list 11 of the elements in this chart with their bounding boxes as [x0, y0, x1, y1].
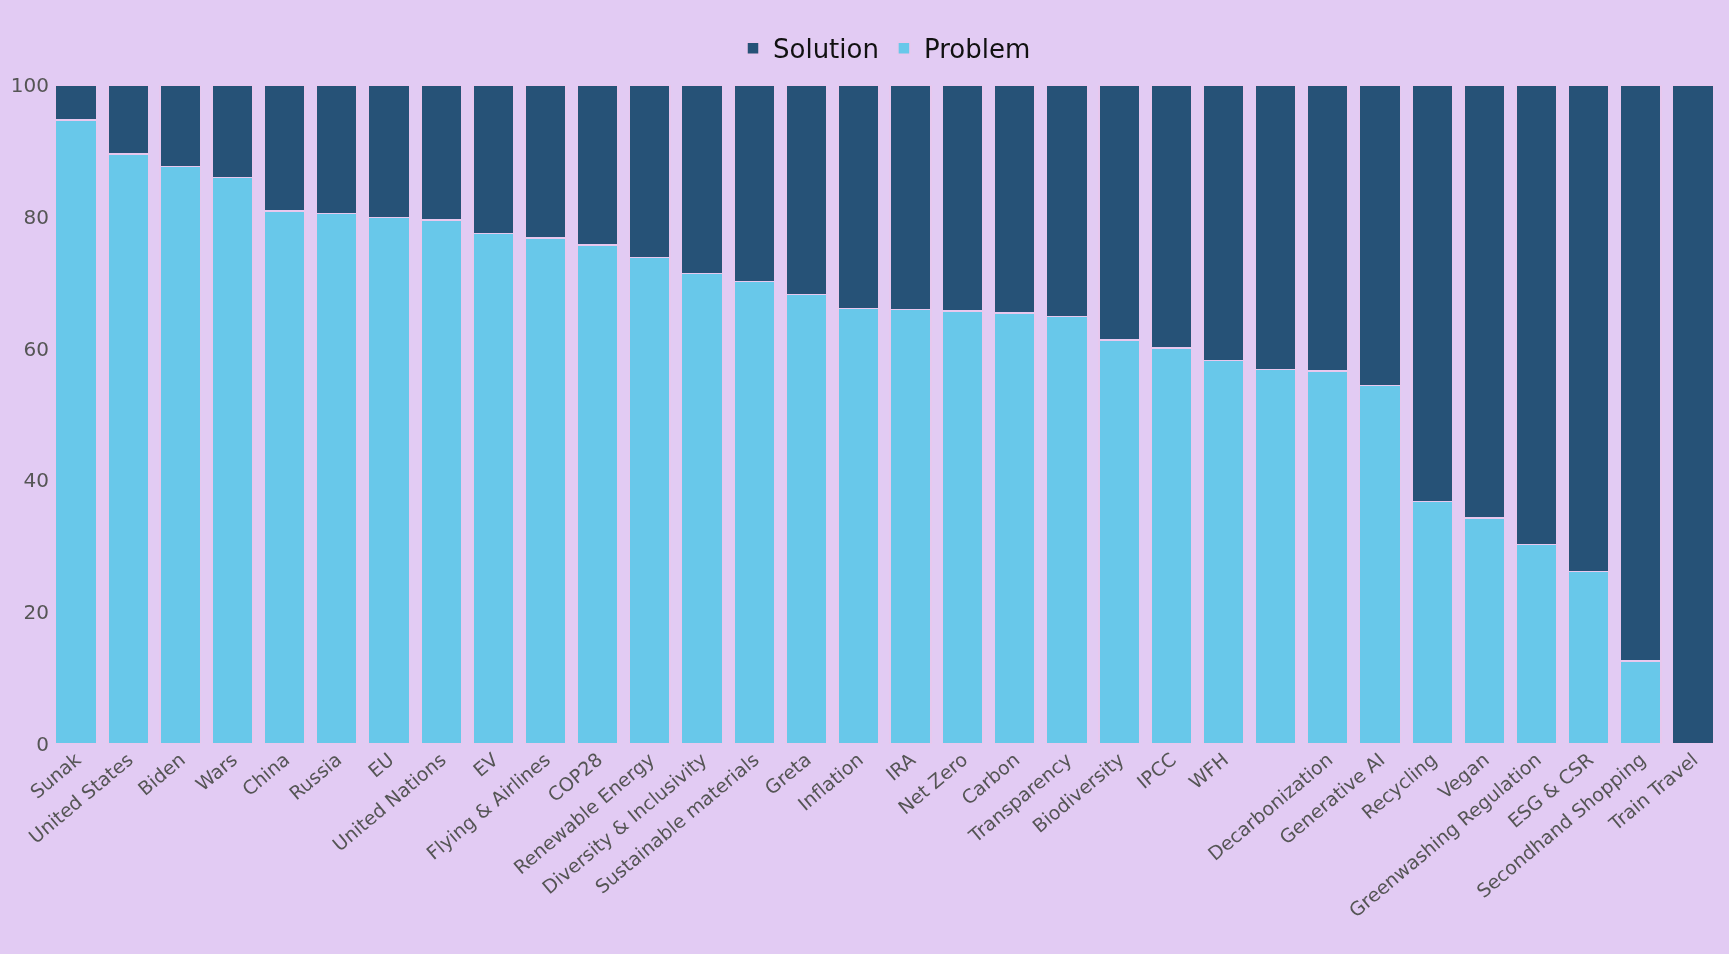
y-tick-label: 0 [36, 732, 49, 756]
y-tick-label: 40 [23, 468, 49, 493]
x-tick-label: EV [468, 747, 503, 781]
bar [1671, 85, 1715, 744]
y-tick-label: 100 [10, 73, 49, 97]
y-tick-label: 60 [23, 336, 49, 361]
legend-label: Solution [773, 34, 879, 65]
y-tick-label: 80 [23, 204, 49, 229]
y-tick-label: 20 [23, 600, 49, 625]
legend-label: Problem [923, 34, 1031, 65]
x-tick-label: IRA [881, 747, 920, 785]
